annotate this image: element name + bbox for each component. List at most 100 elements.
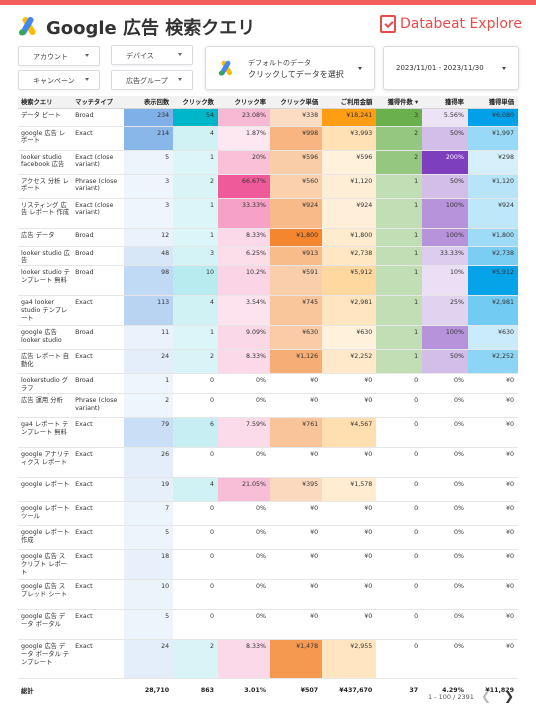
cell-cvr: 0% — [422, 549, 468, 580]
table-row[interactable]: google 広告 レポート Exact 214 4 1.87% ¥998 ¥3,993 2 5… — [18, 126, 518, 151]
cell-cvr: 5.56% — [422, 108, 468, 127]
account-filter[interactable]: アカウント — [18, 46, 100, 66]
table-row[interactable]: google 広告 looker studio Broad 11 1 9.09% ¥630… — [18, 325, 518, 351]
table-row[interactable]: looker studio テンプレート 無料 Broad 98 10 10.2% ¥59… — [18, 265, 518, 297]
totals-clicks: 863 — [173, 677, 218, 702]
cell-conversions: 1 — [376, 246, 423, 267]
cell-ctr: 0% — [217, 501, 271, 526]
cell-cpa: ¥924 — [467, 198, 518, 229]
table-row[interactable]: google 広告 スプレッド シート Exact 10 0 0% ¥0 ¥0 0 0% ¥0 — [18, 579, 518, 610]
table-row[interactable]: google 広告 データ ポータル Exact 5 0 0% ¥0 ¥0 0 0% ¥0 — [18, 609, 518, 640]
cell-cvr: 0% — [422, 525, 468, 550]
column-header-ctr[interactable]: クリック率 — [217, 96, 271, 109]
cell-cost: ¥0 — [322, 525, 377, 550]
cell-cvr: 0% — [422, 579, 468, 610]
ad-group-filter-label: 広告グループ — [126, 77, 168, 85]
cell-cpc: ¥1,478 — [270, 639, 323, 679]
cell-query: google 広告 データ ポータル テンプレート — [18, 639, 73, 679]
cell-cpa: ¥0 — [467, 525, 518, 550]
table-row[interactable]: ga4 レポート テンプレート 無料 Exact 79 6 7.59% ¥761 ¥4,56… — [18, 417, 518, 448]
cell-cost: ¥1,800 — [322, 228, 377, 247]
column-header-clicks[interactable]: クリック数 — [173, 96, 218, 109]
table-row[interactable]: データ ビート Broad 234 54 23.08% ¥338 ¥18,241 3 5.56%… — [18, 108, 518, 127]
table-row[interactable]: google レポート ツール Exact 7 0 0% ¥0 ¥0 0 0% ¥0 — [18, 501, 518, 526]
totals-cost: ¥437,670 — [322, 677, 377, 702]
column-header-impressions[interactable]: 表示回数 — [124, 96, 174, 109]
cell-cost: ¥2,981 — [322, 295, 377, 327]
column-header-cpa[interactable]: 獲得単価 — [467, 96, 518, 109]
table-row[interactable]: google レポート Exact 19 4 21.05% ¥395 ¥1,578 0 0% ¥0 — [18, 477, 518, 502]
cell-cpa: ¥6,080 — [467, 108, 518, 127]
cell-cpa: ¥298 — [467, 150, 518, 175]
table-row[interactable]: アクセス 分析 レポート Phrase (close variant) 3 2 66.6… — [18, 174, 518, 199]
ad-group-filter[interactable]: 広告グループ — [111, 70, 193, 90]
cell-cost: ¥0 — [322, 393, 377, 418]
chevron-left-icon[interactable]: ❮ — [481, 689, 492, 703]
totals-cvr: 4.29% — [422, 677, 468, 702]
cell-impressions: 11 — [124, 325, 174, 351]
column-header-conversions[interactable]: 獲得件数 ▾ — [376, 96, 423, 109]
cell-cpa: ¥0 — [467, 609, 518, 640]
cell-cvr: 50% — [422, 349, 468, 375]
cell-impressions: 98 — [124, 265, 174, 297]
table-row[interactable]: looker studio facebook 広告 Exact (close va… — [18, 150, 518, 175]
cell-query: google レポート — [18, 477, 73, 502]
cell-conversions: 2 — [376, 150, 423, 175]
cell-cvr: 100% — [422, 228, 468, 247]
cell-match-type: Exact — [72, 549, 125, 580]
cell-cpa: ¥1,800 — [467, 228, 518, 247]
cell-impressions: 3 — [124, 198, 174, 229]
table-row[interactable]: lookerstudio グラフ Broad 1 0 0% ¥0 ¥0 0 0% ¥0 — [18, 373, 518, 394]
cell-impressions: 5 — [124, 525, 174, 550]
cell-cvr: 0% — [422, 501, 468, 526]
cell-ctr: 0% — [217, 549, 271, 580]
device-filter[interactable]: デバイス — [111, 45, 193, 65]
table-row[interactable]: google アナリティクス レポート Exact 26 0 0% ¥0 ¥0 0 0% ¥0 — [18, 447, 518, 478]
cell-query: google 広告 looker studio — [18, 325, 73, 351]
cell-cvr: 100% — [422, 198, 468, 229]
cell-cpa: ¥1,120 — [467, 174, 518, 199]
cell-conversions: 0 — [376, 549, 423, 580]
cell-cpc: ¥913 — [270, 246, 323, 267]
column-header-cvr[interactable]: 獲得率 — [422, 96, 468, 109]
column-header-query[interactable]: 検索クエリ — [18, 96, 73, 109]
column-header-cpc[interactable]: クリック単価 — [270, 96, 323, 109]
table-row[interactable]: リスティング 広告 レポート 作成 Exact (close variant) 3 1… — [18, 198, 518, 229]
table-row[interactable]: 広告 運用 分析 Phrase (close variant) 2 0 0% ¥0 ¥0 0 0… — [18, 393, 518, 418]
column-header-match-type[interactable]: マッチタイプ — [72, 96, 125, 109]
table-row[interactable]: 広告 データ Broad 12 1 8.33% ¥1,800 ¥1,800 1 100% ¥1,8… — [18, 228, 518, 247]
table-row[interactable]: looker studio 広告 Broad 48 3 6.25% ¥913 ¥2,738 1… — [18, 246, 518, 267]
table-row[interactable]: 広告 レポート 自動化 Exact 24 2 8.33% ¥1,126 ¥2,252 1 50%… — [18, 349, 518, 375]
table-row[interactable]: google 広告 データ ポータル テンプレート Exact 24 2 8.33% ¥1… — [18, 639, 518, 679]
date-range-picker[interactable]: 2023/11/01 - 2023/11/30 — [383, 46, 519, 90]
cell-cvr: 200% — [422, 150, 468, 175]
table-row[interactable]: google レポート 作成 Exact 5 0 0% ¥0 ¥0 0 0% ¥0 — [18, 525, 518, 550]
cell-conversions: 0 — [376, 501, 423, 526]
cell-query: アクセス 分析 レポート — [18, 174, 73, 199]
totals-ctr: 3.01% — [217, 677, 271, 702]
cell-ctr: 23.08% — [217, 108, 271, 127]
column-header-cost[interactable]: ご利用金額 — [322, 96, 377, 109]
cell-cpc: ¥745 — [270, 295, 323, 327]
totals-cpc: ¥507 — [270, 677, 323, 702]
table-row[interactable]: google 広告 スクリプト レポート Exact 18 0 0% ¥0 ¥0 0 0% ¥0 — [18, 549, 518, 580]
table-row[interactable]: ga4 looker studio テンプレート Exact 113 4 3.54% ¥7… — [18, 295, 518, 327]
chevron-right-icon[interactable]: ❯ — [504, 689, 515, 703]
cell-cpa: ¥0 — [467, 447, 518, 478]
cell-cpc: ¥924 — [270, 198, 323, 229]
cell-cost: ¥4,567 — [322, 417, 377, 448]
data-source-selector[interactable]: デフォルトのデータ クリックしてデータを選択 — [205, 46, 375, 90]
cell-cpc: ¥998 — [270, 126, 323, 151]
cell-query: looker studio facebook 広告 — [18, 150, 73, 175]
cell-cost: ¥1,578 — [322, 477, 377, 502]
data-source-label: デフォルトのデータ — [248, 59, 311, 67]
cell-conversions: 0 — [376, 373, 423, 394]
cell-ctr: 0% — [217, 579, 271, 610]
cell-conversions: 0 — [376, 525, 423, 550]
cell-match-type: Exact (close variant) — [72, 150, 125, 175]
cell-query: looker studio テンプレート 無料 — [18, 265, 73, 297]
cell-cpa: ¥1,997 — [467, 126, 518, 151]
campaign-filter[interactable]: キャンペーン — [18, 70, 100, 90]
cell-conversions: 1 — [376, 295, 423, 327]
cell-impressions: 19 — [124, 477, 174, 502]
